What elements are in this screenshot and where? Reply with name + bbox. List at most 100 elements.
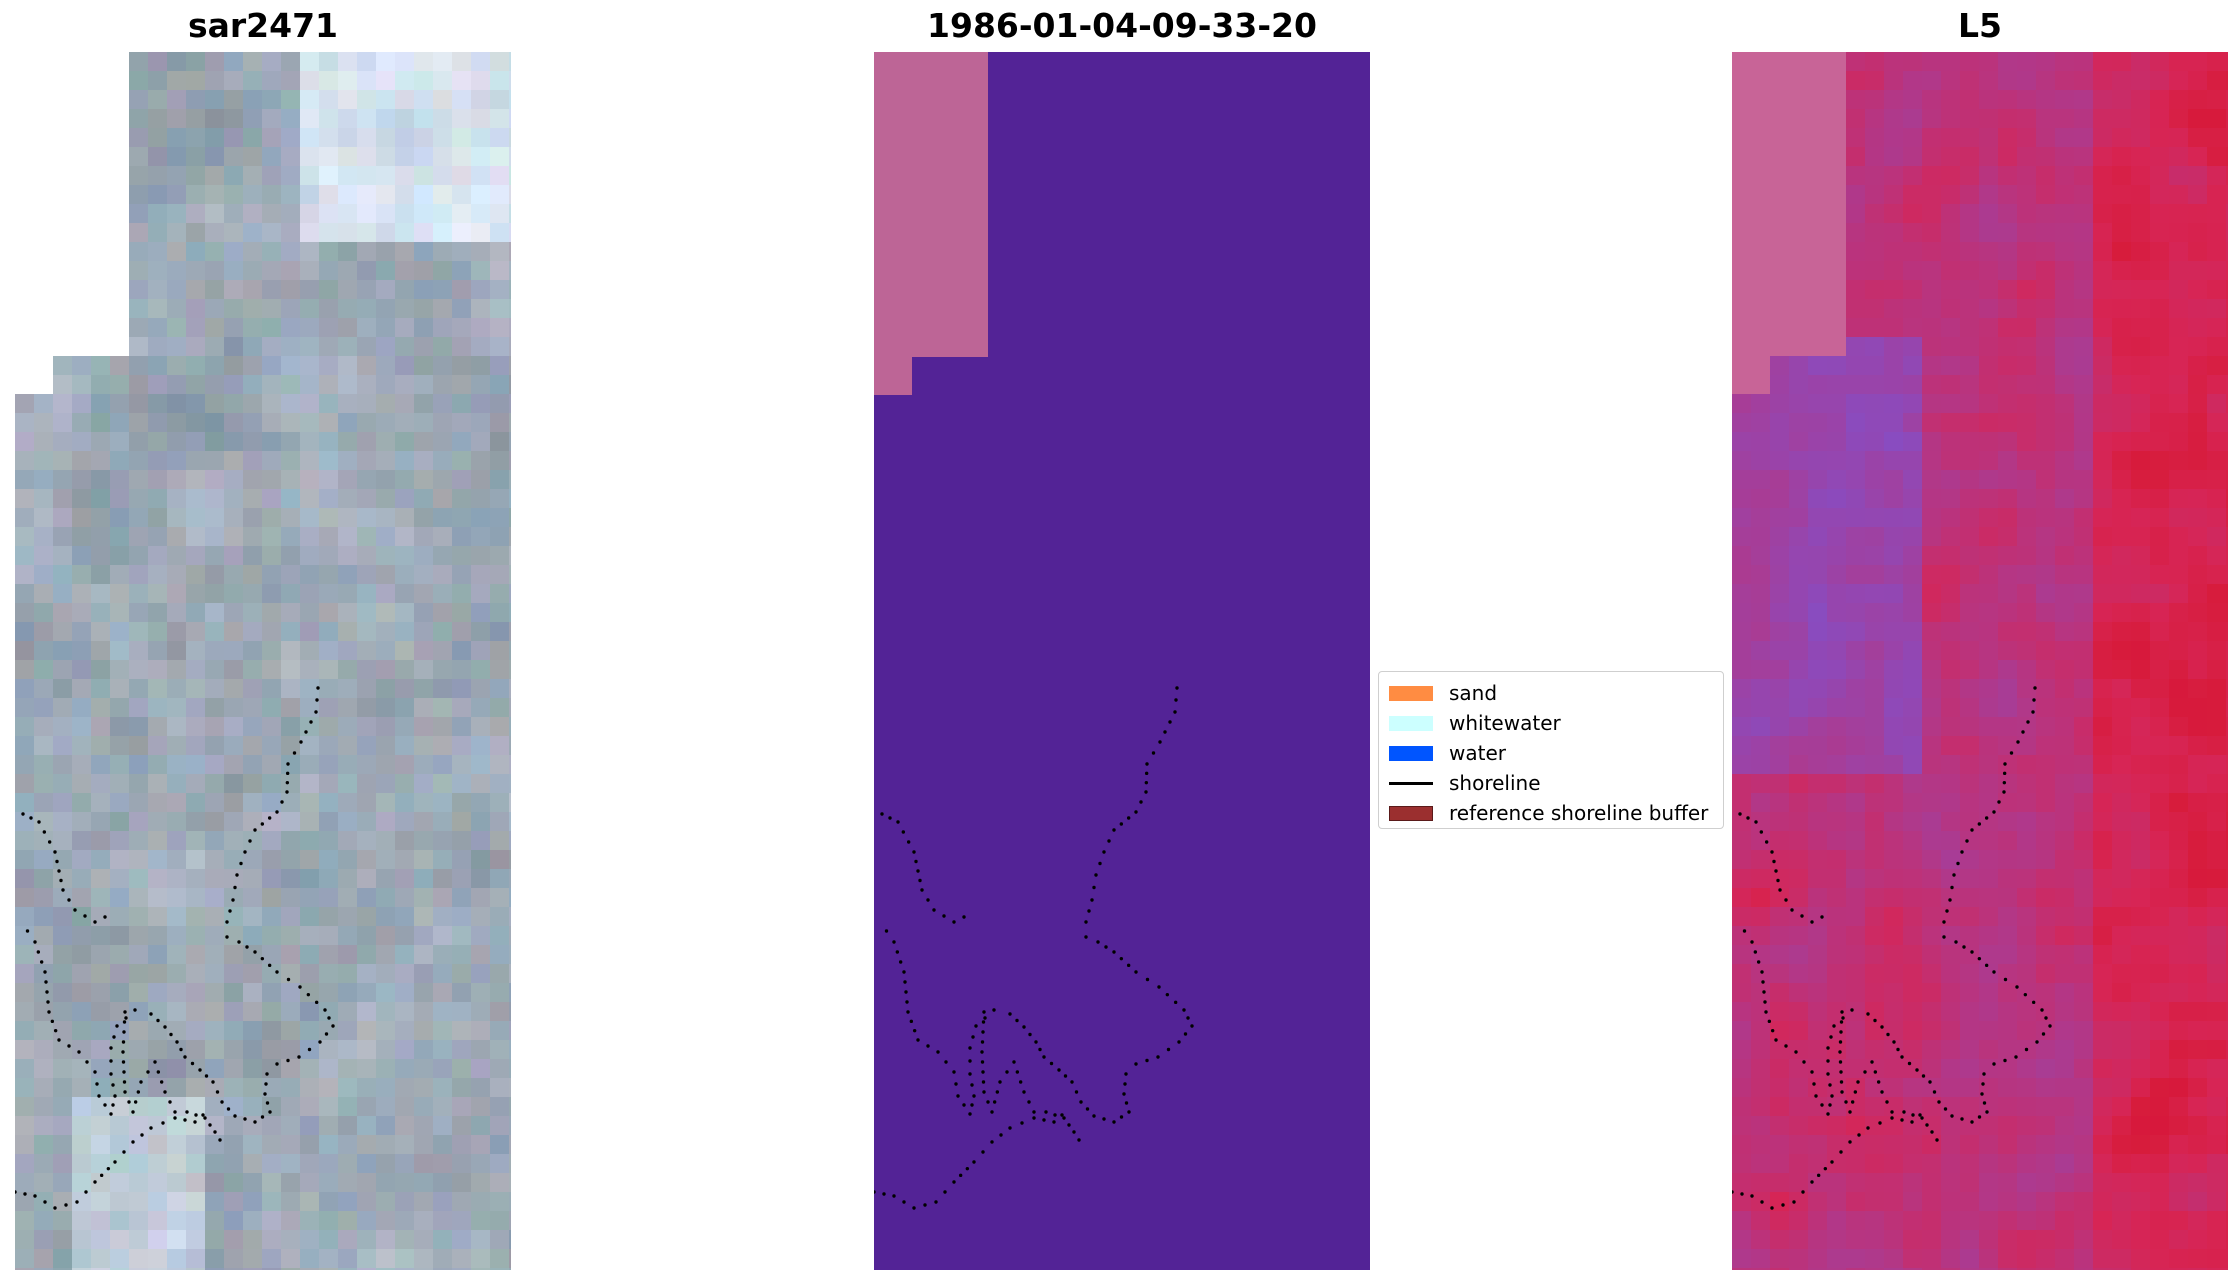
shoreline-point bbox=[73, 908, 77, 912]
shoreline-point bbox=[1102, 1117, 1106, 1121]
shoreline-point bbox=[1857, 1133, 1861, 1137]
shoreline-point bbox=[968, 1112, 972, 1116]
shoreline-point bbox=[1810, 1070, 1814, 1074]
legend-item-reference-buffer: reference shoreline buffer bbox=[1389, 798, 1713, 828]
shoreline-point bbox=[1839, 1030, 1843, 1034]
shoreline-point bbox=[968, 1059, 972, 1063]
shoreline-point bbox=[1015, 1070, 1020, 1074]
shoreline-point bbox=[1087, 909, 1091, 913]
shoreline-point bbox=[1828, 1083, 1832, 1087]
shoreline-point bbox=[912, 1206, 916, 1210]
shoreline-point bbox=[1070, 1080, 1074, 1084]
shoreline-point bbox=[905, 1000, 909, 1004]
shoreline-point bbox=[264, 1082, 268, 1086]
shoreline-point bbox=[1157, 985, 1161, 989]
shoreline-point bbox=[306, 992, 311, 997]
shoreline-point bbox=[1942, 935, 1946, 939]
shoreline-point bbox=[1810, 1180, 1814, 1184]
legend-swatch-whitewater bbox=[1389, 715, 1433, 731]
shoreline-point bbox=[260, 956, 265, 961]
shoreline-point bbox=[956, 1094, 960, 1098]
shoreline-point bbox=[2035, 1040, 2039, 1044]
shoreline-point bbox=[1094, 873, 1098, 877]
shoreline-point bbox=[1079, 1100, 1083, 1104]
shoreline-point bbox=[1814, 1094, 1818, 1098]
shoreline-point bbox=[127, 1100, 131, 1104]
shoreline-point bbox=[57, 1038, 61, 1042]
shoreline-point bbox=[1740, 1192, 1744, 1196]
shoreline-point bbox=[981, 1030, 985, 1034]
shoreline-point bbox=[970, 1103, 974, 1107]
shoreline-point bbox=[1892, 1040, 1896, 1044]
shoreline-point bbox=[1042, 1118, 1046, 1122]
shoreline-point bbox=[1930, 1130, 1934, 1134]
shoreline-point bbox=[1838, 1040, 1843, 1044]
shoreline-point bbox=[2009, 751, 2014, 755]
shoreline-point bbox=[958, 1173, 963, 1178]
shoreline-point bbox=[225, 935, 229, 939]
shoreline-point bbox=[1770, 1028, 1775, 1033]
legend-label-sand: sand bbox=[1449, 681, 1498, 705]
shoreline-point bbox=[95, 1082, 99, 1086]
shoreline-point bbox=[173, 1116, 177, 1120]
shoreline-point bbox=[25, 929, 30, 933]
shoreline-point bbox=[1844, 1100, 1848, 1104]
shoreline-point bbox=[1763, 1000, 1767, 1004]
shoreline-point bbox=[121, 1040, 126, 1044]
shoreline-point bbox=[980, 1060, 985, 1064]
shoreline-point bbox=[1112, 950, 1116, 954]
shoreline-point bbox=[1052, 1120, 1056, 1124]
shoreline-point bbox=[1015, 1018, 1019, 1023]
shoreline-point bbox=[1838, 1050, 1842, 1054]
shoreline-point bbox=[99, 1173, 104, 1178]
shoreline-point bbox=[1145, 977, 1150, 982]
shoreline-point bbox=[1876, 1080, 1881, 1084]
shoreline-point bbox=[1008, 1126, 1012, 1130]
shoreline-point bbox=[1977, 956, 1982, 961]
shoreline-point bbox=[1960, 1117, 1964, 1121]
panel-title-l5: L5 bbox=[1958, 6, 2002, 45]
shoreline-point bbox=[1820, 1103, 1824, 1107]
shoreline-point bbox=[1900, 1118, 1904, 1122]
shoreline-point bbox=[185, 1110, 189, 1114]
classified-image-panel bbox=[874, 52, 1370, 1270]
shoreline-point bbox=[896, 820, 900, 824]
shoreline-point bbox=[1742, 929, 1747, 933]
shoreline-point bbox=[1962, 945, 1966, 949]
shoreline-point bbox=[1925, 1123, 1929, 1127]
shoreline-point bbox=[1826, 1059, 1830, 1063]
shoreline-point bbox=[1166, 1047, 1171, 1052]
shoreline-point bbox=[874, 1190, 876, 1194]
shoreline-point bbox=[888, 816, 892, 820]
shoreline-point bbox=[106, 1166, 111, 1171]
shoreline-point bbox=[1764, 840, 1769, 844]
shoreline-point bbox=[1880, 1025, 1884, 1029]
shoreline-point bbox=[83, 914, 87, 918]
shoreline-point bbox=[981, 1020, 986, 1024]
shoreline-point bbox=[2021, 730, 2025, 734]
shoreline-point bbox=[999, 1133, 1003, 1137]
shoreline-point bbox=[179, 1047, 183, 1052]
shoreline-point bbox=[1997, 800, 2001, 804]
shoreline-point bbox=[1063, 1074, 1068, 1078]
shoreline-point bbox=[1911, 1113, 1915, 1117]
shoreline-point bbox=[1778, 888, 1782, 892]
shoreline-point bbox=[1774, 1038, 1778, 1042]
shoreline-point bbox=[304, 730, 308, 734]
shoreline-point bbox=[2044, 1016, 2048, 1020]
shoreline-point bbox=[103, 1103, 107, 1107]
shoreline-point bbox=[1848, 1110, 1852, 1114]
shoreline-point bbox=[211, 1080, 215, 1084]
shoreline-point bbox=[1175, 686, 1179, 690]
shoreline-point bbox=[1826, 1046, 1830, 1050]
shoreline-point bbox=[1183, 1032, 1188, 1036]
shoreline-point bbox=[992, 1008, 996, 1012]
shoreline-point bbox=[168, 1100, 172, 1104]
shoreline-point bbox=[121, 1050, 125, 1054]
legend-swatch-reference-buffer bbox=[1389, 805, 1433, 821]
shoreline-point bbox=[1902, 1110, 1906, 1114]
shoreline-point bbox=[970, 1083, 974, 1087]
shoreline-point bbox=[1954, 940, 1958, 944]
shoreline-point bbox=[1774, 869, 1778, 873]
shoreline-point bbox=[1970, 828, 1974, 832]
